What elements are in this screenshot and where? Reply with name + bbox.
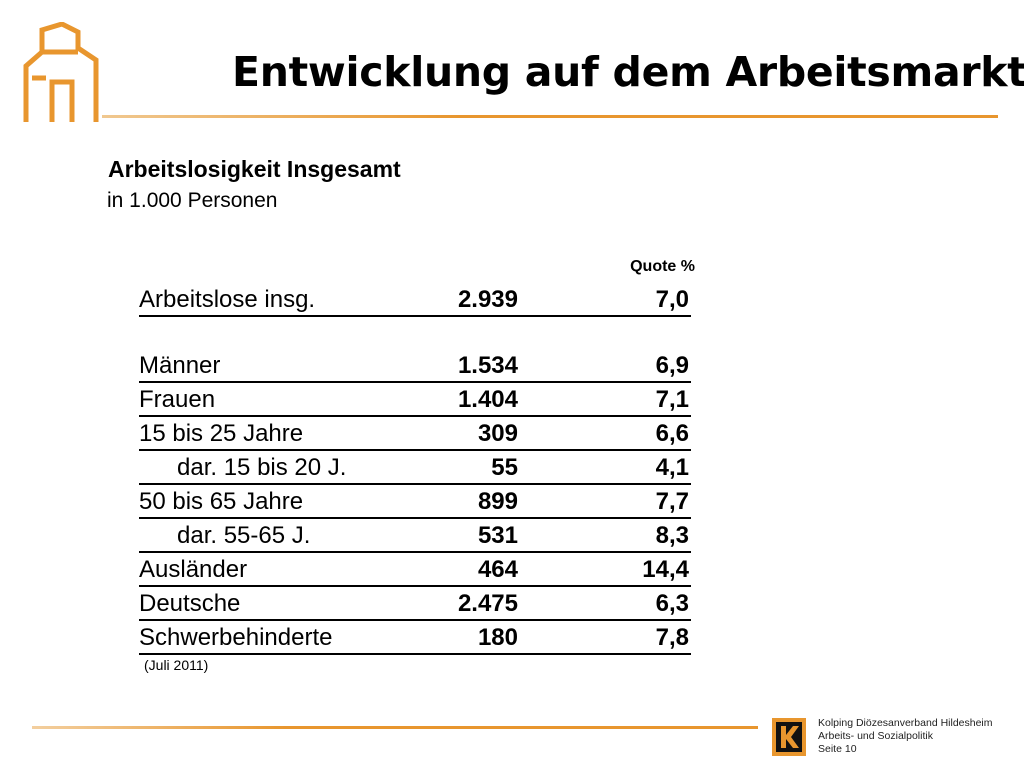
quote-column-header: Quote %	[630, 258, 695, 275]
row-value: 180	[477, 624, 518, 651]
page-title: Entwicklung auf dem Arbeitsmarkt	[232, 48, 1024, 96]
row-label: dar. 55-65 J.	[177, 522, 311, 549]
table-row: Ausländer 464 14,4	[139, 554, 691, 587]
row-quote: 7,1	[655, 386, 689, 413]
row-quote: 7,7	[655, 488, 689, 515]
row-value: 899	[477, 488, 518, 515]
footer-divider	[32, 726, 758, 729]
table-row: dar. 15 bis 20 J. 55 4,1	[139, 452, 691, 485]
footer-info: Kolping Diözesanverband Hildesheim Arbei…	[818, 717, 993, 756]
row-label: Schwerbehinderte	[139, 624, 333, 651]
table-row: Deutsche 2.475 6,3	[139, 588, 691, 621]
row-quote: 6,9	[655, 352, 689, 379]
row-quote: 14,4	[642, 556, 689, 583]
footer-org: Kolping Diözesanverband Hildesheim	[818, 717, 993, 729]
row-value: 1.534	[457, 352, 518, 379]
row-value: 2.939	[457, 286, 518, 313]
row-label: Deutsche	[139, 590, 241, 617]
row-label: Frauen	[139, 386, 216, 413]
title-divider	[102, 115, 998, 118]
row-value: 464	[477, 556, 518, 583]
table-row: Schwerbehinderte 180 7,8	[139, 622, 691, 655]
row-quote: 6,3	[655, 590, 689, 617]
row-label: 15 bis 25 Jahre	[139, 420, 304, 447]
footer-dept: Arbeits- und Sozialpolitik	[818, 730, 933, 742]
row-value: 309	[477, 420, 518, 447]
row-quote: 6,6	[655, 420, 689, 447]
table-row: Arbeitslose insg. 2.939 7,0	[139, 284, 691, 317]
section-heading: Arbeitslosigkeit Insgesamt	[108, 156, 401, 182]
footnote: (Juli 2011)	[144, 657, 209, 673]
page-number: Seite 10	[818, 743, 857, 755]
table-row: Männer 1.534 6,9	[139, 350, 691, 383]
row-label: Arbeitslose insg.	[139, 286, 316, 313]
row-quote: 8,3	[655, 522, 689, 549]
table-row: 15 bis 25 Jahre 309 6,6	[139, 418, 691, 451]
kolping-k-icon	[772, 718, 806, 756]
house-outline-icon	[23, 22, 99, 122]
row-label: Ausländer	[139, 556, 248, 583]
row-quote: 7,8	[655, 624, 689, 651]
row-value: 531	[477, 522, 518, 549]
table-row: 50 bis 65 Jahre 899 7,7	[139, 486, 691, 519]
row-label: 50 bis 65 Jahre	[139, 488, 304, 515]
row-value: 2.475	[457, 590, 518, 617]
row-label: Männer	[139, 352, 221, 379]
table-row: dar. 55-65 J. 531 8,3	[139, 520, 691, 553]
row-label: dar. 15 bis 20 J.	[177, 454, 347, 481]
table-row: Frauen 1.404 7,1	[139, 384, 691, 417]
row-quote: 4,1	[655, 454, 689, 481]
section-subheading: in 1.000 Personen	[107, 189, 278, 212]
row-value: 1.404	[457, 386, 518, 413]
row-quote: 7,0	[655, 286, 689, 313]
row-value: 55	[491, 454, 518, 481]
